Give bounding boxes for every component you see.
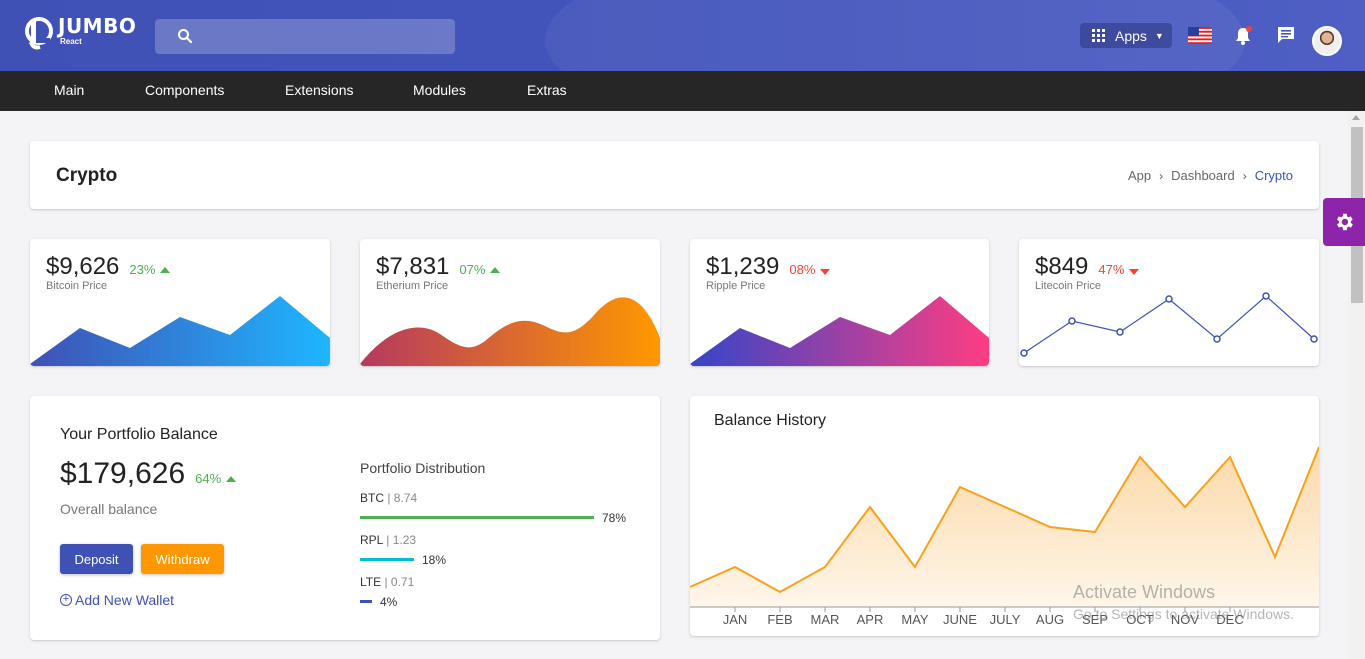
- apps-button[interactable]: Apps ▼: [1080, 23, 1172, 48]
- month-label: JUNE: [943, 612, 977, 627]
- bitcoin-label: Bitcoin Price: [46, 280, 108, 292]
- deposit-button[interactable]: Deposit: [60, 544, 133, 574]
- settings-button[interactable]: [1323, 198, 1365, 246]
- main-navbar: Main Components Extensions Modules Extra…: [0, 71, 1365, 111]
- add-circle-icon: +: [60, 594, 72, 606]
- trend-up-icon: [226, 476, 237, 482]
- withdraw-button[interactable]: Withdraw: [141, 544, 224, 574]
- top-header: JUMBO React Apps ▼: [0, 0, 1365, 71]
- chevron-right-icon: ›: [1242, 168, 1247, 183]
- user-avatar[interactable]: [1312, 26, 1342, 56]
- distribution-name: BTC: [360, 491, 384, 505]
- logo-text: JUMBO: [58, 14, 137, 38]
- search-icon: [178, 29, 193, 44]
- balance-history-card: Balance History JAN FEB MAR APR MAY JUNE…: [690, 396, 1319, 636]
- month-label: MAR: [810, 612, 840, 627]
- breadcrumb-crypto: Crypto: [1254, 168, 1293, 183]
- nav-item-components[interactable]: Components: [145, 82, 225, 98]
- distribution-bar: [360, 516, 594, 519]
- trend-down-icon: [1129, 269, 1140, 275]
- ripple-sparkline: [690, 296, 989, 366]
- portfolio-amount: $179,626: [60, 457, 186, 490]
- nav-item-extras[interactable]: Extras: [527, 82, 567, 98]
- portfolio-change: 64%: [195, 471, 237, 486]
- balance-history-title: Balance History: [714, 412, 827, 429]
- portfolio-amount-row: $179,626 64%: [60, 457, 237, 491]
- apps-label: Apps: [1115, 27, 1147, 44]
- portfolio-card: Your Portfolio Balance $179,626 64% Over…: [30, 396, 660, 640]
- activation-watermark-text: Go to Settings to activate Windows.: [1073, 606, 1294, 622]
- distribution-pct: 4%: [380, 595, 398, 609]
- litecoin-sparkline: [1020, 292, 1318, 357]
- balance-history-chart: [690, 446, 1319, 612]
- bell-icon[interactable]: [1234, 26, 1252, 46]
- trend-up-icon: [490, 267, 501, 273]
- nav-item-extensions[interactable]: Extensions: [285, 82, 354, 98]
- ripple-price: $1,239: [706, 253, 780, 280]
- chevron-down-icon: ▼: [1154, 30, 1164, 41]
- message-icon[interactable]: [1277, 26, 1295, 44]
- jumbo-logo-icon: [25, 17, 53, 50]
- page-header-card: Crypto App › Dashboard › Crypto: [30, 141, 1319, 209]
- etherium-label: Etherium Price: [376, 280, 449, 292]
- distribution-pct: 78%: [602, 511, 627, 525]
- month-label: MAY: [901, 612, 929, 627]
- page-title: Crypto: [56, 165, 118, 186]
- chevron-right-icon: ›: [1159, 168, 1164, 183]
- bitcoin-price-card: $9,626 23% Bitcoin Price: [30, 239, 330, 366]
- litecoin-price: $849: [1035, 253, 1089, 280]
- scroll-up-arrow-icon[interactable]: [1352, 115, 1360, 120]
- ripple-change: 08%: [789, 262, 831, 277]
- etherium-price: $7,831: [376, 253, 450, 280]
- month-label: AUG: [1035, 612, 1065, 627]
- month-label: FEB: [767, 612, 793, 627]
- etherium-price-card: $7,831 07% Etherium Price: [360, 239, 660, 366]
- distribution-bar: [360, 600, 372, 603]
- nav-item-modules[interactable]: Modules: [413, 82, 466, 98]
- search-input[interactable]: [155, 19, 455, 54]
- distribution-pct: 18%: [422, 553, 447, 567]
- nav-item-main[interactable]: Main: [54, 82, 85, 98]
- overall-balance-label: Overall balance: [60, 501, 158, 517]
- bitcoin-price: $9,626: [46, 253, 120, 280]
- etherium-change: 07%: [459, 262, 501, 277]
- app-logo[interactable]: JUMBO React: [24, 16, 136, 50]
- month-label: APR: [856, 612, 884, 627]
- litecoin-price-card: $849 47% Litecoin Price: [1019, 239, 1319, 366]
- trend-up-icon: [160, 267, 171, 273]
- ripple-price-card: $1,239 08% Ripple Price: [690, 239, 989, 366]
- breadcrumb-app[interactable]: App: [1127, 168, 1152, 183]
- add-wallet-label: Add New Wallet: [75, 592, 175, 608]
- month-label: SEP: [1081, 612, 1109, 627]
- month-label: JULY: [989, 612, 1021, 627]
- logo-subtext: React: [60, 37, 82, 46]
- us-flag-icon[interactable]: [1188, 27, 1212, 44]
- activation-watermark-title: Activate Windows: [1073, 582, 1216, 602]
- litecoin-label: Litecoin Price: [1035, 280, 1102, 292]
- month-label: OCT: [1126, 612, 1154, 627]
- distribution-bar: [360, 558, 414, 561]
- distribution-item-btc: BTC | 8.74 78%: [360, 491, 627, 525]
- trend-down-icon: [820, 269, 831, 275]
- header-decoration: [545, 0, 1245, 71]
- breadcrumb: App › Dashboard › Crypto: [1128, 168, 1293, 183]
- bitcoin-change: 23%: [129, 262, 171, 277]
- ripple-label: Ripple Price: [706, 280, 766, 292]
- month-label: NOV: [1170, 612, 1200, 627]
- distribution-item-rpl: RPL | 1.23 18%: [360, 533, 447, 567]
- month-label: JAN: [722, 612, 748, 627]
- distribution-name: LTE: [360, 575, 382, 589]
- month-label: DEC: [1216, 612, 1244, 627]
- add-wallet-link[interactable]: + Add New Wallet: [60, 592, 174, 608]
- distribution-item-lte: LTE | 0.71 4%: [360, 575, 415, 609]
- portfolio-title: Your Portfolio Balance: [60, 426, 218, 443]
- apps-grid-icon: [1092, 29, 1105, 42]
- distribution-name: RPL: [360, 533, 383, 547]
- distribution-title: Portfolio Distribution: [360, 460, 486, 476]
- breadcrumb-dashboard[interactable]: Dashboard: [1171, 168, 1235, 183]
- litecoin-change: 47%: [1098, 262, 1140, 277]
- bitcoin-sparkline: [30, 296, 330, 366]
- gear-icon: [1337, 213, 1353, 231]
- etherium-sparkline: [360, 297, 660, 366]
